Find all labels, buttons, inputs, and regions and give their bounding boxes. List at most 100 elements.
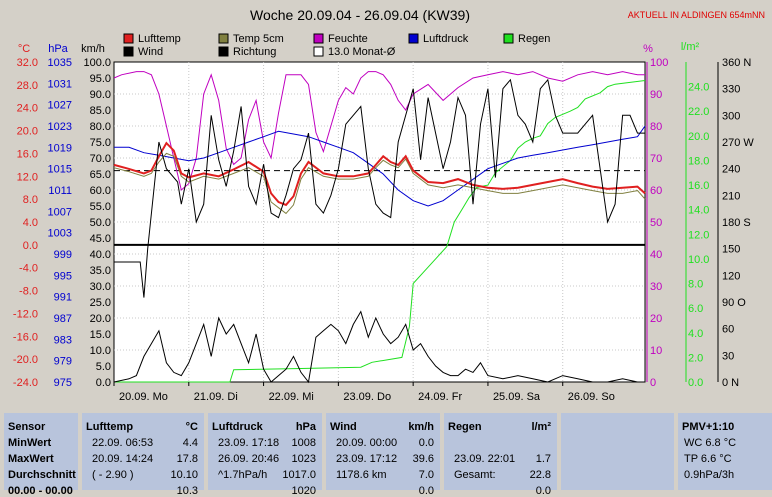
axis-unit-wind: km/h xyxy=(81,43,105,55)
tick-label-direction: 300 xyxy=(722,110,740,122)
table-cell-label: 20.09. 00:00 xyxy=(336,437,398,449)
table-cell-label: 1178.6 km xyxy=(336,469,387,481)
tick-label-direction: 210 xyxy=(722,190,740,202)
tick-label-direction: 240 xyxy=(722,164,740,176)
gridlines xyxy=(114,62,645,382)
tick-label-pressure: 975 xyxy=(54,377,72,389)
x-tick-label: 25.09. Sa xyxy=(493,391,541,403)
tick-label-wind: 20.0 xyxy=(90,313,111,325)
tick-label-wind: 70.0 xyxy=(90,153,111,165)
tick-label-wind: 0.0 xyxy=(96,377,111,389)
table-cell-value: 4.4 xyxy=(182,437,198,449)
table-cell-value: 0.0 xyxy=(418,485,434,497)
tick-label-pressure: 999 xyxy=(54,249,72,261)
tick-label-temp: 32.0 xyxy=(17,57,38,69)
tick-label-humidity: 40 xyxy=(650,249,662,261)
table-column: Wind km/h 20.09. 00:00 0.0 23.09. 17:12 39.6 1… xyxy=(326,413,440,497)
legend-swatch xyxy=(218,46,229,57)
tick-label-temp: 4.0 xyxy=(23,217,38,229)
tick-label-rain: 14.0 xyxy=(688,205,709,217)
table-cell-label: 22.09. 06:53 xyxy=(92,437,154,449)
tick-label-pressure: 983 xyxy=(54,334,72,346)
x-axis: 20.09. Mo 21.09. Di 22.09. Mi 23.09. Do 24.0… xyxy=(113,382,615,403)
table-column: Luftdruck hPa 23.09. 17:18 1008 26.09. 20:46… xyxy=(208,413,322,497)
table-unit: km/h xyxy=(408,421,434,433)
table-header: Sensor xyxy=(8,421,46,433)
tick-label-temp: 12.0 xyxy=(17,171,38,183)
table-cell: WC 6.8 °C xyxy=(684,437,737,449)
x-tick-label: 24.09. Fr xyxy=(418,391,462,403)
live-location-label: AKTUELL IN ALDINGEN 654mNN xyxy=(628,10,765,20)
tick-label-direction: 90 O xyxy=(722,297,746,309)
tick-label-direction: 360 N xyxy=(722,57,751,69)
tick-label-humidity: 70 xyxy=(650,153,662,165)
tick-label-direction: 60 xyxy=(722,324,734,336)
weather-chart: Woche 20.09.04 - 26.09.04 (KW39) AKTUELL… xyxy=(12,7,765,403)
table-cell-label: 23.09. 17:18 xyxy=(218,437,280,449)
tick-label-temp: 24.0 xyxy=(17,103,38,115)
table-cell-value: 1.7 xyxy=(535,453,551,465)
table-cell-value: 1017.0 xyxy=(282,469,316,481)
table-header: Wind xyxy=(330,421,357,433)
chart-title: Woche 20.09.04 - 26.09.04 (KW39) xyxy=(250,7,470,23)
tick-label-direction: 30 xyxy=(722,350,734,362)
table-cell: 00.00 - 00.00 xyxy=(8,485,73,497)
table-unit: hPa xyxy=(295,421,316,433)
table-cell-value: 1023 xyxy=(291,453,316,465)
tick-label-wind: 100.0 xyxy=(83,57,111,69)
table-column: Regen l/m² 23.09. 22:01 1.7 Gesamt: 22.8 0.0 xyxy=(444,413,557,497)
tick-label-humidity: 10 xyxy=(650,345,662,357)
plot-area xyxy=(113,61,646,383)
data-series xyxy=(113,71,646,384)
tick-label-direction: 180 S xyxy=(722,217,751,229)
tick-label-pressure: 995 xyxy=(54,270,72,282)
tick-label-humidity: 0 xyxy=(650,377,656,389)
tick-label-wind: 90.0 xyxy=(90,89,111,101)
tick-label-wind: 50.0 xyxy=(90,217,111,229)
tick-label-humidity: 100 xyxy=(650,57,668,69)
table-header: Lufttemp xyxy=(86,421,134,433)
legend-label: Luftdruck xyxy=(423,33,469,45)
tick-label-rain: 20.0 xyxy=(688,131,709,143)
table-cell-value: 0.0 xyxy=(418,437,434,449)
tick-label-humidity: 90 xyxy=(650,89,662,101)
table-column xyxy=(561,413,674,490)
legend-label: Regen xyxy=(518,33,550,45)
tick-label-wind: 60.0 xyxy=(90,185,111,197)
table-cell: TP 6.6 °C xyxy=(684,453,732,465)
tick-label-temp: 0.0 xyxy=(23,240,38,252)
tick-label-wind: 30.0 xyxy=(90,281,111,293)
tick-label-rain: 2.0 xyxy=(688,352,703,364)
tick-label-direction: 120 xyxy=(722,270,740,282)
x-tick-label: 26.09. So xyxy=(568,391,615,403)
table-cell-label: 20.09. 14:24 xyxy=(92,453,154,465)
tick-label-rain: 12.0 xyxy=(688,229,709,241)
tick-label-rain: 8.0 xyxy=(688,279,703,291)
legend-swatch xyxy=(503,33,514,44)
table-column: PMV+1:10 WC 6.8 °C TP 6.6 °C 0.9hPa/3h xyxy=(678,413,772,490)
series-line-lufttemp xyxy=(113,141,646,207)
tick-label-pressure: 1023 xyxy=(48,121,72,133)
x-tick-label: 22.09. Mi xyxy=(269,391,314,403)
tick-label-pressure: 1011 xyxy=(48,185,72,197)
tick-label-temp: 8.0 xyxy=(23,194,38,206)
table-column: Lufttemp °C 22.09. 06:53 4.4 20.09. 14:24 17.… xyxy=(82,413,204,497)
legend-label: Wind xyxy=(138,46,163,58)
tick-label-temp: -12.0 xyxy=(13,308,38,320)
axes: 32.0 28.0 24.0 20.0 16.0 12.0 8.0 4.0 0.0 -4.0 -8.… xyxy=(13,57,754,389)
table-cell: Durchschnitt xyxy=(8,469,76,481)
reference-lines xyxy=(114,170,645,246)
legend-swatch xyxy=(218,33,229,44)
table-cell-value: 1020 xyxy=(291,485,316,497)
series-line-wind xyxy=(113,310,645,384)
table-header: Luftdruck xyxy=(212,421,263,433)
table-cell-value: 7.0 xyxy=(418,469,434,481)
tick-label-wind: 10.0 xyxy=(90,345,111,357)
tick-label-rain: 18.0 xyxy=(688,155,709,167)
tick-label-pressure: 1019 xyxy=(48,142,72,154)
tick-label-temp: -24.0 xyxy=(13,377,38,389)
tick-label-wind: 35.0 xyxy=(90,265,111,277)
axis-units: °C hPa km/h% l/m² xyxy=(18,41,700,55)
legend-label: Richtung xyxy=(233,46,276,58)
tick-label-temp: -8.0 xyxy=(19,286,38,298)
